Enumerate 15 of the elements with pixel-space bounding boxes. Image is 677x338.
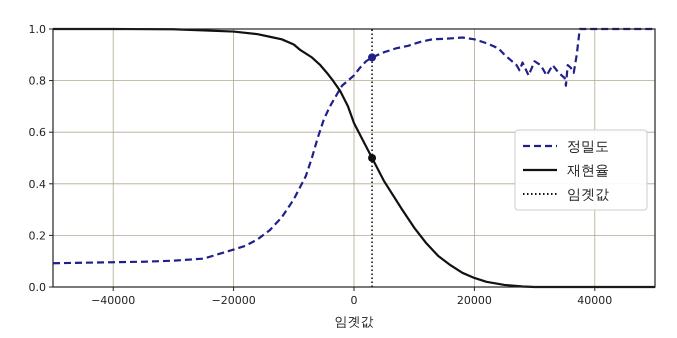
ytick: 0.0 — [28, 281, 46, 294]
legend-label: 정밀도 — [567, 139, 609, 155]
xtick: 20000 — [456, 294, 492, 307]
xlabel: 임곗값 — [334, 315, 374, 330]
legend-label: 재현율 — [567, 163, 609, 179]
xtick: −40000 — [91, 294, 136, 307]
xtick: 0 — [350, 294, 358, 307]
ytick: 0.6 — [28, 126, 46, 140]
xtick: 40000 — [577, 294, 612, 307]
legend-label: 임곗값 — [567, 187, 609, 203]
ytick: 0.2 — [28, 229, 46, 242]
ytick: 0.8 — [28, 74, 46, 88]
ytick: 0.4 — [28, 178, 46, 191]
xtick: −20000 — [212, 294, 256, 307]
ytick: 1.0 — [28, 23, 46, 36]
